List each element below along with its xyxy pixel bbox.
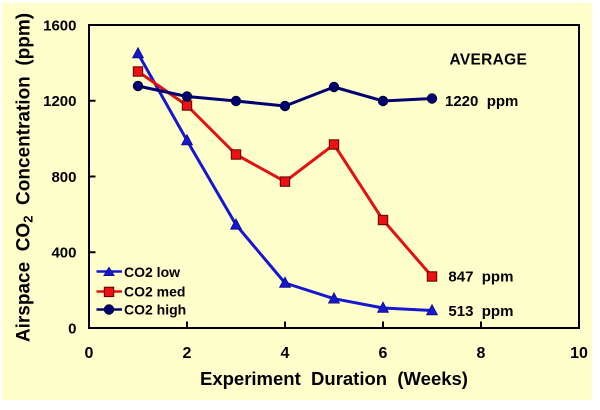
svg-text:CO2 high: CO2 high	[124, 302, 186, 318]
svg-text:400: 400	[51, 245, 76, 262]
svg-text:4: 4	[281, 345, 290, 362]
svg-text:847 ppm: 847 ppm	[448, 269, 513, 286]
svg-text:0: 0	[68, 320, 76, 337]
svg-text:AVERAGE: AVERAGE	[450, 52, 528, 69]
svg-text:1220 ppm: 1220 ppm	[445, 93, 518, 110]
svg-text:10: 10	[570, 345, 588, 362]
svg-text:2: 2	[183, 345, 192, 362]
svg-text:1200: 1200	[43, 93, 76, 110]
svg-text:0: 0	[85, 345, 94, 362]
svg-text:CO2 low: CO2 low	[124, 264, 180, 280]
svg-text:1600: 1600	[43, 18, 76, 35]
svg-text:Airspace CO2 Concentration: Airspace CO2 Concentration (ppm)	[14, 13, 36, 342]
svg-text:8: 8	[477, 345, 486, 362]
svg-text:6: 6	[379, 345, 388, 362]
svg-text:800: 800	[51, 169, 76, 186]
svg-text:Experiment Duration (Weeks): Experiment Duration (Weeks)	[200, 368, 468, 389]
svg-text:513 ppm: 513 ppm	[448, 303, 513, 320]
svg-text:CO2 med: CO2 med	[124, 283, 185, 299]
